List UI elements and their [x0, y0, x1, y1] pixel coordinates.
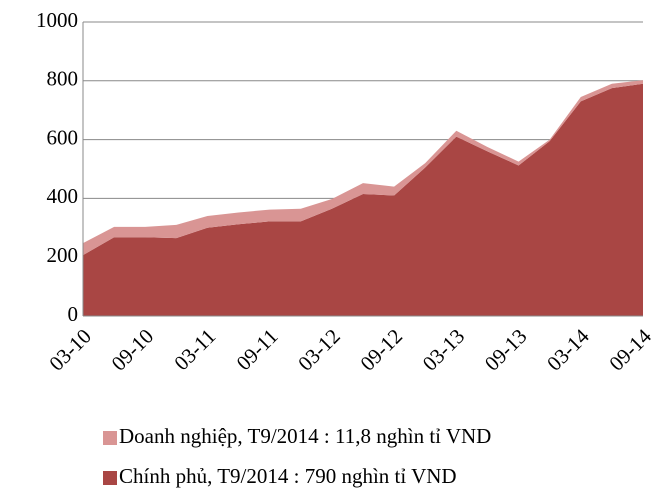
- x-tick-label: 03-13: [418, 324, 470, 376]
- area: [83, 83, 643, 317]
- legend-swatch: [103, 471, 117, 485]
- x-tick-label: 09-13: [480, 324, 532, 376]
- y-tick-label: 600: [47, 125, 79, 149]
- y-tick-label: 800: [47, 67, 79, 91]
- x-tick-label: 09-14: [604, 324, 651, 376]
- y-tick-label: 0: [68, 302, 79, 326]
- x-tick-label: 03-14: [542, 324, 594, 376]
- area: [83, 80, 643, 256]
- legend-label: Chính phủ, T9/2014 : 790 nghìn tỉ VND: [119, 464, 457, 488]
- legend-swatch: [103, 431, 117, 445]
- x-tick-label: 09-10: [107, 324, 159, 376]
- y-tick-label: 200: [47, 243, 79, 267]
- x-tick-label: 03-10: [44, 324, 96, 376]
- legend-label: Doanh nghiệp, T9/2014 : 11,8 nghìn tỉ VN…: [119, 424, 491, 448]
- x-tick-label: 03-11: [169, 324, 220, 375]
- y-tick-label: 1000: [36, 8, 78, 32]
- y-tick-label: 400: [47, 184, 79, 208]
- x-tick-label: 09-11: [232, 324, 283, 375]
- x-tick-label: 03-12: [293, 324, 345, 376]
- x-tick-label: 09-12: [355, 324, 407, 376]
